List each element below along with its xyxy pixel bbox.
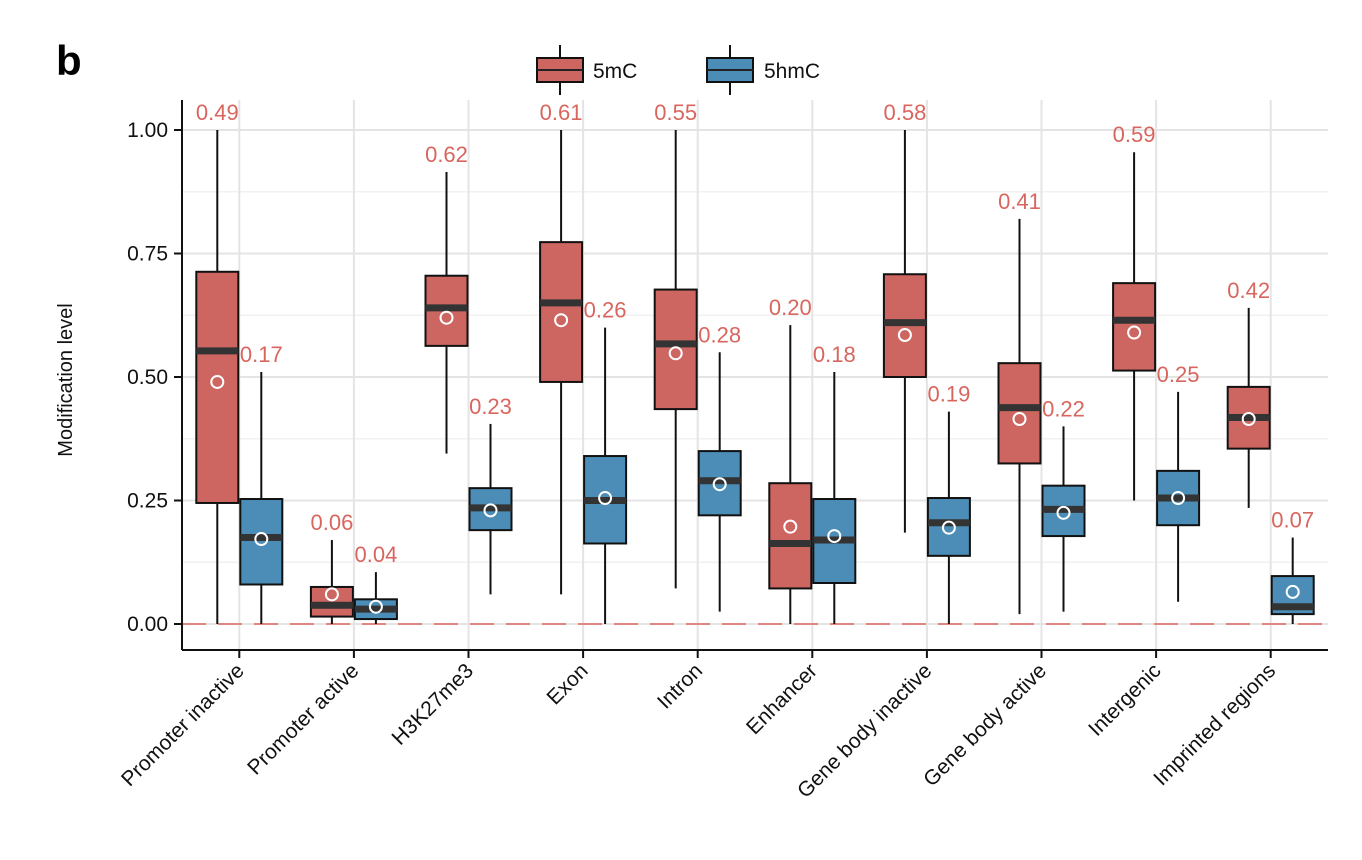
mean-label: 0.49 [196, 100, 239, 125]
mean-label: 0.41 [998, 189, 1041, 214]
mean-label: 0.55 [654, 100, 697, 125]
mean-marker [439, 310, 454, 325]
box-5hmc-4: 0.28 [697, 322, 742, 612]
box-5mc-8: 0.59 [1112, 122, 1157, 501]
legend-item-5mc: 5mC [536, 45, 637, 95]
mean-marker [668, 346, 683, 361]
mean-label: 0.28 [698, 322, 741, 347]
x-category-label: Intergenic [1084, 659, 1165, 740]
x-category-label: Promoter inactive [117, 659, 249, 791]
mean-label: 0.18 [813, 342, 856, 367]
box-5hmc-2: 0.23 [468, 394, 513, 595]
mean-marker [1285, 584, 1300, 599]
legend: 5mC 5hmC [536, 45, 820, 95]
y-tick-label: 0.50 [127, 366, 168, 389]
box-5hmc-0: 0.17 [239, 342, 284, 624]
box-5hmc-9: 0.07 [1270, 508, 1315, 624]
mean-marker [324, 587, 339, 602]
x-category-label: H3K27me3 [387, 659, 478, 750]
box-5hmc-1: 0.04 [353, 542, 398, 624]
box-iqr [926, 497, 971, 557]
mean-marker [712, 477, 727, 492]
mean-marker [1241, 411, 1256, 426]
mean-marker [783, 519, 798, 534]
mean-marker [1171, 491, 1186, 506]
mean-label: 0.25 [1157, 362, 1200, 387]
mean-label: 0.58 [883, 100, 926, 125]
box-5hmc-3: 0.26 [583, 298, 628, 624]
y-tick-label: 1.00 [127, 119, 168, 142]
mean-label: 0.17 [240, 342, 283, 367]
mean-marker [941, 520, 956, 535]
box-5mc-0: 0.49 [195, 100, 240, 624]
box-5mc-7: 0.41 [997, 189, 1042, 615]
mean-marker [210, 374, 225, 389]
box-5mc-6: 0.58 [882, 100, 927, 533]
legend-label-5mc: 5mC [593, 60, 637, 83]
x-category-label: Gene body active [919, 659, 1051, 791]
mean-label: 0.61 [540, 100, 583, 125]
box-5mc-9: 0.42 [1226, 278, 1271, 508]
mean-label: 0.42 [1227, 278, 1270, 303]
mean-marker [483, 503, 498, 518]
mean-label: 0.19 [927, 382, 970, 407]
mean-label: 0.06 [310, 510, 353, 535]
mean-marker [1127, 325, 1142, 340]
box-5mc-3: 0.61 [539, 100, 584, 595]
mean-label: 0.62 [425, 142, 468, 167]
box-5hmc-8: 0.25 [1156, 362, 1201, 602]
box-iqr [653, 288, 698, 411]
box-iqr [768, 482, 813, 590]
box-series: 0.49 0.06 0.62 0.61 0.55 0.20 0.58 0.41 0.59 0.42… [195, 100, 1315, 624]
mean-marker [827, 529, 842, 544]
y-tick-label: 0.25 [127, 490, 168, 513]
mean-label: 0.07 [1271, 508, 1314, 533]
box-5mc-4: 0.55 [653, 100, 698, 589]
box-iqr [539, 241, 584, 383]
box-5mc-2: 0.62 [424, 142, 469, 454]
panel-letter: b [56, 37, 82, 84]
box-5hmc-7: 0.22 [1041, 396, 1086, 612]
legend-item-5hmc: 5hmC [706, 45, 820, 95]
mean-label: 0.59 [1113, 122, 1156, 147]
mean-marker [1012, 411, 1027, 426]
y-tick-label: 0.00 [127, 613, 168, 636]
x-category-label: Imprinted regions [1149, 659, 1280, 790]
mean-label: 0.04 [354, 542, 397, 567]
box-5hmc-6: 0.19 [926, 382, 971, 624]
mean-label: 0.20 [769, 295, 812, 320]
x-category-label: Intron [653, 659, 707, 713]
mean-marker [897, 328, 912, 343]
x-category-label: Promoter active [243, 659, 363, 779]
y-tick-label: 0.75 [127, 243, 168, 266]
grid-lines [182, 100, 1328, 650]
mean-label: 0.23 [469, 394, 512, 419]
mean-label: 0.26 [584, 298, 627, 323]
box-iqr [997, 362, 1042, 465]
mean-label: 0.22 [1042, 396, 1085, 421]
box-5hmc-5: 0.18 [812, 342, 857, 624]
mean-marker [368, 599, 383, 614]
mean-marker [598, 491, 613, 506]
x-category-label: Enhancer [742, 659, 822, 739]
mean-marker [554, 313, 569, 328]
box-iqr [239, 498, 284, 586]
box-5mc-5: 0.20 [768, 295, 813, 624]
mean-marker [1056, 505, 1071, 520]
y-axis-title: Modification level [55, 303, 77, 456]
mean-marker [254, 532, 269, 547]
x-category-label: Exon [543, 659, 593, 709]
legend-label-5hmc: 5hmC [764, 60, 820, 83]
box-5mc-1: 0.06 [309, 510, 354, 624]
